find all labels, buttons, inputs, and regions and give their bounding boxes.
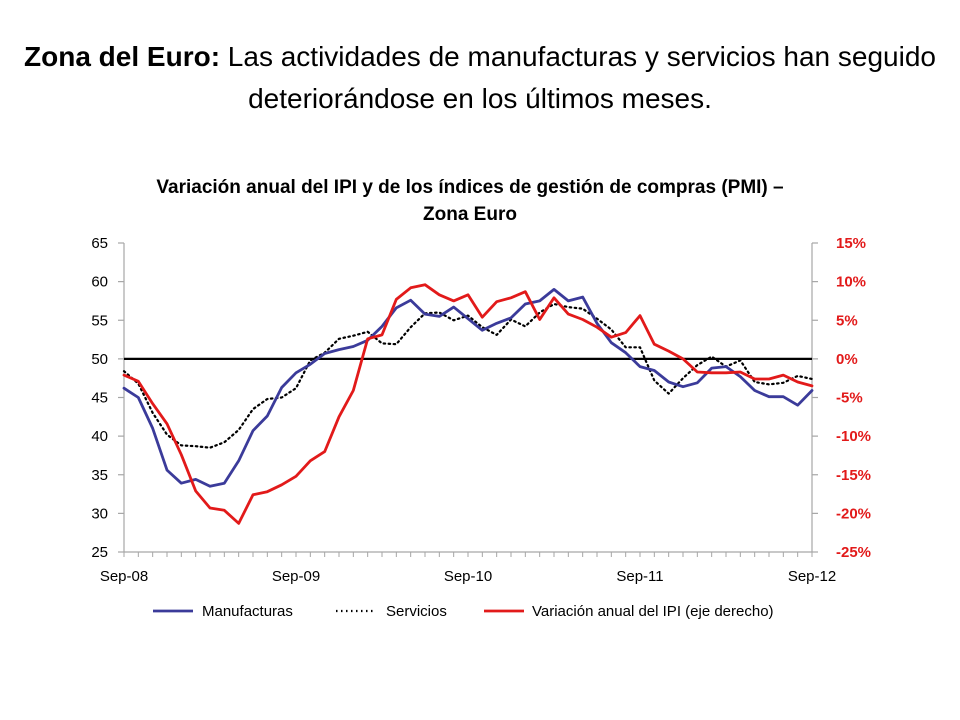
left-tick-label: 50 bbox=[91, 351, 108, 368]
slide-title-bold: Zona del Euro: bbox=[24, 41, 221, 72]
series-line-servicios bbox=[122, 302, 814, 449]
right-tick-label: -10% bbox=[836, 428, 871, 445]
chart-legend: Manufacturas Servicios Variación anual del… bbox=[153, 603, 774, 620]
left-tick-label: 25 bbox=[91, 544, 108, 561]
left-tick-label: 40 bbox=[91, 428, 108, 445]
left-tick-label: 45 bbox=[91, 390, 108, 407]
left-tick-label: 35 bbox=[91, 467, 108, 484]
slide-title: Zona del Euro: Las actividades de manufa… bbox=[0, 36, 960, 120]
slide-title-rest: Las actividades de manufacturas y servic… bbox=[220, 41, 936, 114]
series-line-manufacturas bbox=[122, 287, 814, 488]
right-tick-label: 0% bbox=[836, 351, 858, 368]
chart-title: Variación anual del IPI y de los índices… bbox=[156, 177, 784, 225]
right-tick-label: 10% bbox=[836, 274, 866, 291]
left-tick-label: 30 bbox=[91, 505, 108, 522]
right-tick-label: 5% bbox=[836, 312, 858, 329]
x-tick-label: Sep-08 bbox=[100, 568, 148, 585]
legend-label: Variación anual del IPI (eje derecho) bbox=[532, 603, 774, 620]
x-tick-label: Sep-09 bbox=[272, 568, 320, 585]
left-tick-label: 65 bbox=[91, 235, 108, 252]
legend-label: Servicios bbox=[386, 603, 447, 620]
right-tick-label: -20% bbox=[836, 505, 871, 522]
right-tick-label: -5% bbox=[836, 390, 863, 407]
chart-axes: 25 30 35 40 45 50 55 60 65 -25% -20% -15% -10% -5% 0% 5… bbox=[91, 235, 871, 585]
right-tick-label: 15% bbox=[836, 235, 866, 252]
right-tick-label: -25% bbox=[836, 544, 871, 561]
left-tick-label: 60 bbox=[91, 274, 108, 291]
x-tick-label: Sep-12 bbox=[788, 568, 836, 585]
left-tick-label: 55 bbox=[91, 312, 108, 329]
x-tick-label: Sep-11 bbox=[616, 568, 663, 585]
x-tick-label: Sep-10 bbox=[444, 568, 492, 585]
series-line-ipi bbox=[122, 283, 814, 525]
right-tick-label: -15% bbox=[836, 467, 871, 484]
series-layer bbox=[122, 283, 814, 525]
legend-label: Manufacturas bbox=[202, 603, 293, 620]
